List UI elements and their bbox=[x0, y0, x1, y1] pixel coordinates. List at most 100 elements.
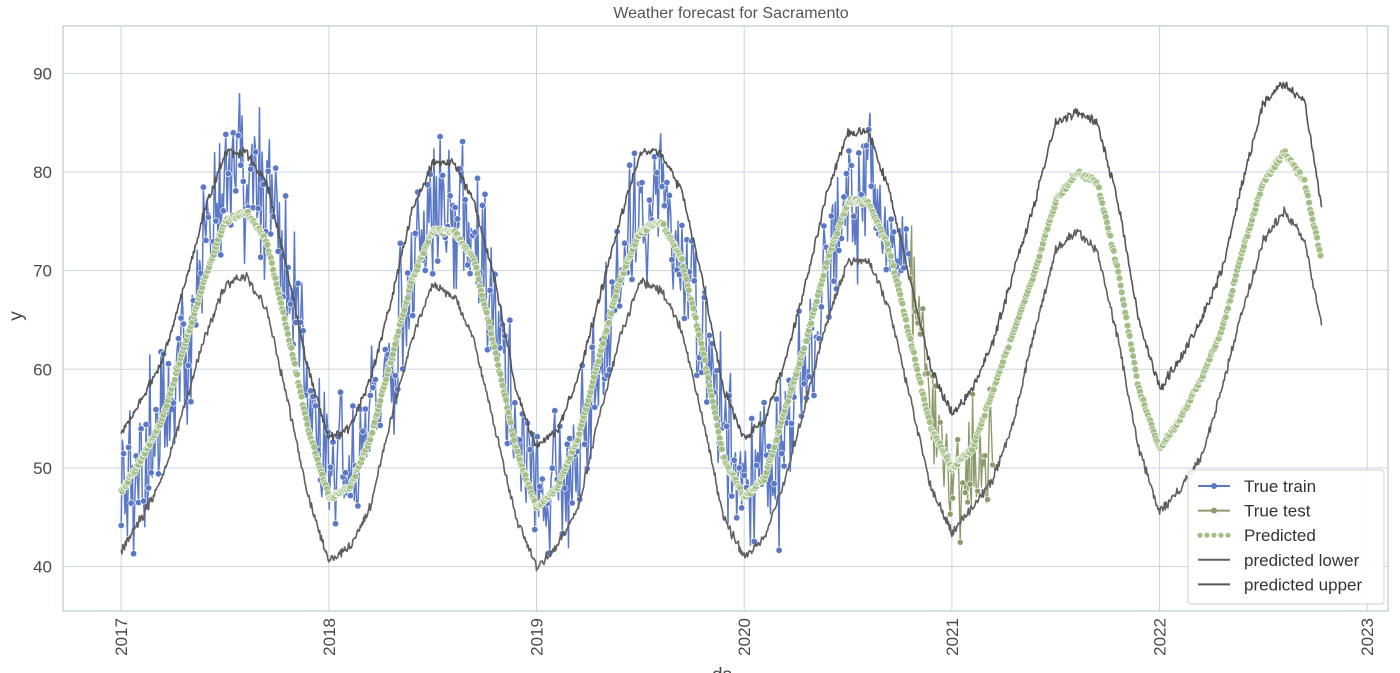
series-point bbox=[801, 345, 808, 352]
series-point bbox=[771, 444, 778, 451]
series-point bbox=[282, 193, 288, 199]
series-point bbox=[355, 503, 361, 509]
series-point bbox=[140, 498, 146, 504]
series-point bbox=[646, 197, 652, 203]
series-point bbox=[143, 421, 149, 427]
series-point bbox=[537, 483, 543, 489]
series-point bbox=[145, 485, 151, 491]
y-axis-label: y bbox=[6, 311, 27, 321]
series-point bbox=[734, 515, 740, 521]
series-point bbox=[820, 272, 827, 279]
series-point bbox=[464, 262, 470, 268]
series-point bbox=[990, 386, 997, 393]
series-point bbox=[679, 256, 686, 263]
series-point bbox=[213, 218, 219, 224]
series-point bbox=[884, 241, 891, 248]
series-point bbox=[497, 371, 504, 378]
series-point bbox=[288, 345, 295, 352]
x-tick-label-2020: 2020 bbox=[735, 618, 754, 656]
series-point bbox=[369, 429, 376, 436]
series-point bbox=[626, 162, 632, 168]
series-point bbox=[225, 170, 231, 176]
series-point bbox=[846, 148, 852, 154]
series-point bbox=[218, 252, 224, 258]
series-point bbox=[616, 303, 622, 309]
series-point bbox=[285, 331, 292, 338]
series-point bbox=[851, 213, 857, 219]
series-point bbox=[549, 465, 555, 471]
y-tick-label-90: 90 bbox=[33, 64, 52, 83]
series-point bbox=[153, 406, 159, 412]
series-point bbox=[1305, 192, 1312, 199]
series-point bbox=[422, 267, 428, 273]
series-point bbox=[600, 340, 607, 347]
series-point bbox=[729, 493, 735, 499]
series-point bbox=[666, 192, 672, 198]
series-point bbox=[1036, 253, 1043, 260]
legend: True train True test Predicted predicted lo… bbox=[1188, 470, 1384, 604]
series-point bbox=[575, 437, 582, 444]
series-point bbox=[362, 406, 368, 412]
series-point bbox=[459, 138, 465, 144]
series-point bbox=[681, 315, 687, 321]
series-point bbox=[332, 521, 338, 527]
y-tick-label-40: 40 bbox=[33, 558, 52, 577]
series-point bbox=[724, 423, 730, 429]
series-point bbox=[1306, 199, 1313, 206]
series-point bbox=[1005, 344, 1012, 351]
series-point bbox=[831, 278, 837, 284]
series-point bbox=[539, 476, 545, 482]
series-point bbox=[701, 357, 708, 364]
series-point bbox=[462, 197, 468, 203]
series-point bbox=[223, 131, 229, 137]
series-point bbox=[203, 237, 209, 243]
series-point bbox=[888, 253, 895, 260]
series-point bbox=[255, 205, 261, 211]
series-point bbox=[704, 399, 710, 405]
series-point bbox=[606, 319, 613, 326]
series-point bbox=[1121, 302, 1128, 309]
y-tick-label-80: 80 bbox=[33, 163, 52, 182]
series-point bbox=[275, 248, 281, 254]
series-point bbox=[291, 360, 298, 367]
series-point bbox=[562, 485, 568, 491]
series-point bbox=[621, 240, 627, 246]
series-point bbox=[801, 381, 807, 387]
series-point bbox=[178, 315, 184, 321]
series-point bbox=[739, 505, 745, 511]
series-point bbox=[719, 446, 726, 453]
series-point bbox=[692, 314, 699, 321]
series-point bbox=[294, 371, 301, 378]
series-point bbox=[475, 276, 482, 283]
series-point bbox=[1118, 289, 1125, 296]
series-point bbox=[821, 223, 827, 229]
series-point bbox=[1133, 373, 1140, 380]
series-point bbox=[220, 208, 226, 214]
series-point bbox=[834, 230, 841, 237]
series-point bbox=[483, 309, 490, 316]
series-point bbox=[631, 150, 637, 156]
series-point bbox=[120, 450, 126, 456]
series-point bbox=[868, 183, 874, 189]
series-point bbox=[715, 428, 722, 435]
series-point bbox=[491, 344, 498, 351]
series-point bbox=[569, 500, 575, 506]
series-point bbox=[238, 162, 244, 168]
series-point bbox=[1225, 305, 1232, 312]
series-point bbox=[950, 495, 956, 501]
series-point bbox=[264, 242, 271, 249]
series-point bbox=[474, 175, 480, 181]
series-point bbox=[347, 492, 353, 498]
series-point bbox=[405, 295, 412, 302]
series-point bbox=[843, 170, 849, 176]
series-point bbox=[1099, 200, 1106, 207]
series-point bbox=[975, 488, 981, 494]
series-point bbox=[454, 216, 460, 222]
series-point bbox=[273, 165, 279, 171]
series-point bbox=[903, 316, 910, 323]
series-point bbox=[679, 222, 685, 228]
series-point bbox=[981, 412, 988, 419]
series-point bbox=[731, 457, 737, 463]
series-point bbox=[914, 366, 921, 373]
